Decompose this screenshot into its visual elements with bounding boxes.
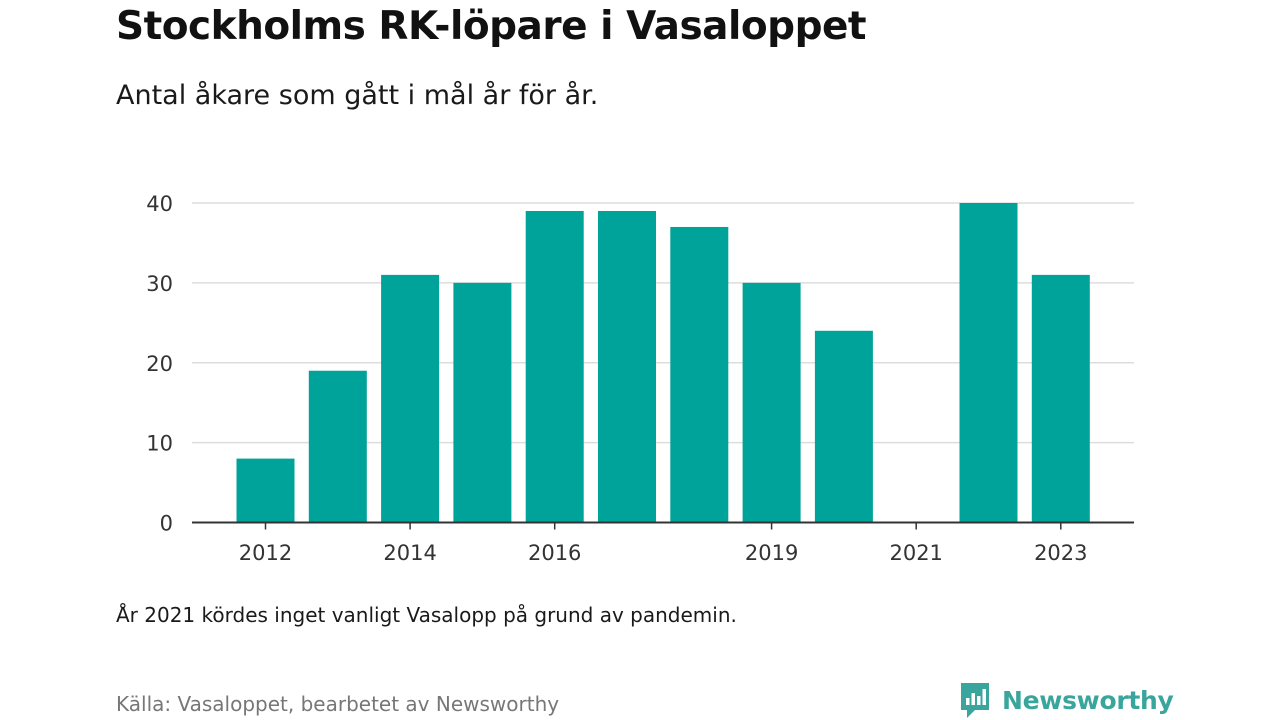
bar-2012 bbox=[236, 458, 295, 523]
y-tick-label: 30 bbox=[146, 272, 173, 296]
x-tick-label: 2012 bbox=[239, 541, 292, 565]
newsworthy-logo-icon bbox=[961, 683, 989, 718]
x-tick-label: 2023 bbox=[1034, 541, 1087, 565]
y-axis-ticks: 0 10 20 30 40 bbox=[146, 192, 173, 536]
bar-2022 bbox=[959, 203, 1018, 523]
y-tick-label: 10 bbox=[146, 432, 173, 456]
bar-2020 bbox=[814, 330, 873, 523]
chart-subtitle: Antal åkare som gått i mål år för år. bbox=[116, 80, 599, 111]
bar-2015 bbox=[453, 282, 512, 523]
x-tick-label: 2016 bbox=[528, 541, 581, 565]
y-tick-label: 0 bbox=[160, 512, 173, 536]
brand-name: Newsworthy bbox=[1002, 685, 1174, 715]
x-axis-ticks: 2012 2014 2016 2019 2021 2023 bbox=[239, 522, 1088, 565]
y-tick-label: 20 bbox=[146, 352, 173, 376]
bar-2023 bbox=[1031, 274, 1090, 523]
bar-2017 bbox=[598, 210, 656, 523]
chart-title: Stockholms RK-löpare i Vasaloppet bbox=[116, 4, 867, 49]
x-tick-label: 2019 bbox=[745, 541, 798, 565]
bar-2018 bbox=[670, 226, 729, 523]
x-tick-label: 2014 bbox=[383, 541, 436, 565]
source-credit: Källa: Vasaloppet, bearbetet av Newswort… bbox=[116, 692, 560, 716]
bar-2019 bbox=[742, 282, 801, 523]
bar-2016 bbox=[525, 210, 584, 523]
chart-footnote: År 2021 kördes inget vanligt Vasalopp på… bbox=[116, 603, 737, 627]
x-tick-label: 2021 bbox=[889, 541, 942, 565]
bar-2013 bbox=[308, 370, 367, 523]
bars bbox=[236, 203, 1090, 523]
brand-logo: Newsworthy bbox=[958, 680, 1174, 720]
bar-2014 bbox=[381, 274, 440, 523]
y-tick-label: 40 bbox=[146, 192, 173, 216]
